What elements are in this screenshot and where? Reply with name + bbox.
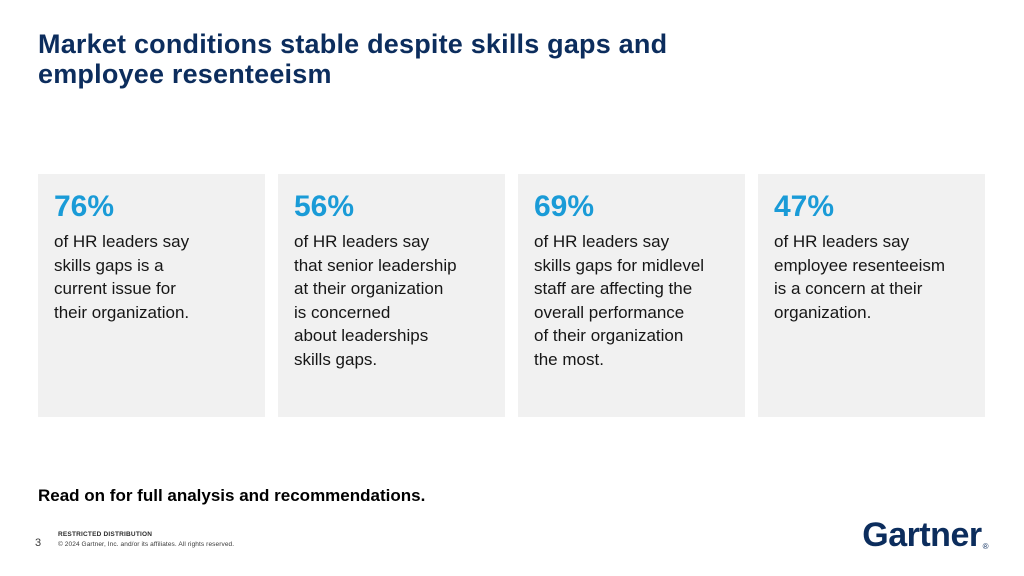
- slide-title: Market conditions stable despite skills …: [38, 29, 668, 89]
- copyright-notice: © 2024 Gartner, Inc. and/or its affiliat…: [58, 541, 235, 548]
- stat-description: of HR leaders say skills gaps is a curre…: [54, 232, 190, 322]
- stat-value: 56%: [294, 190, 355, 223]
- stat-description: of HR leaders say that senior leadership…: [294, 232, 457, 369]
- stat-card: 47% of HR leaders say employee resenteei…: [758, 174, 985, 417]
- stat-card: 69% of HR leaders say skills gaps for mi…: [518, 174, 745, 417]
- footer-legal: RESTRICTED DISTRIBUTION © 2024 Gartner, …: [58, 531, 234, 548]
- stat-value: 47%: [774, 190, 835, 223]
- stat-cards-row: 76% of HR leaders say skills gaps is a c…: [38, 174, 985, 417]
- stat-description: of HR leaders say skills gaps for midlev…: [534, 232, 705, 369]
- page-number: 3: [35, 537, 42, 549]
- registered-trademark-icon: ®: [982, 542, 989, 551]
- stat-value: 69%: [534, 190, 595, 223]
- stat-card: 56% of HR leaders say that senior leader…: [278, 174, 505, 417]
- stat-description: of HR leaders say employee resenteeism i…: [774, 232, 946, 322]
- stat-card: 76% of HR leaders say skills gaps is a c…: [38, 174, 265, 417]
- stat-value: 76%: [54, 190, 115, 223]
- distribution-classification: RESTRICTED DISTRIBUTION: [58, 531, 153, 538]
- gartner-logo: Gartner ®: [862, 516, 988, 555]
- callout-text: Read on for full analysis and recommenda…: [38, 486, 426, 505]
- gartner-logo-text: Gartner: [862, 516, 982, 554]
